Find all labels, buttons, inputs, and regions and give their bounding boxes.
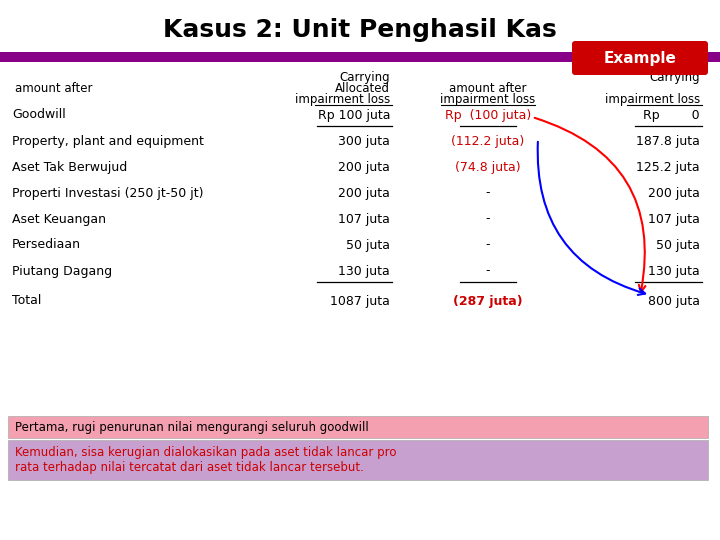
Text: (74.8 juta): (74.8 juta) xyxy=(455,160,521,173)
Text: 125.2 juta: 125.2 juta xyxy=(636,160,700,173)
Text: Carrying: Carrying xyxy=(649,71,700,84)
Text: 187.8 juta: 187.8 juta xyxy=(636,134,700,147)
Text: impairment loss: impairment loss xyxy=(441,92,536,105)
FancyArrowPatch shape xyxy=(535,118,645,292)
Text: Property, plant and equipment: Property, plant and equipment xyxy=(12,134,204,147)
Text: 50 juta: 50 juta xyxy=(656,239,700,252)
Text: 1087 juta: 1087 juta xyxy=(330,294,390,307)
Text: -: - xyxy=(486,265,490,278)
Text: Carrying: Carrying xyxy=(339,71,390,84)
Text: 200 juta: 200 juta xyxy=(338,186,390,199)
Text: Properti Investasi (250 jt-50 jt): Properti Investasi (250 jt-50 jt) xyxy=(12,186,204,199)
FancyBboxPatch shape xyxy=(572,41,708,75)
Text: Piutang Dagang: Piutang Dagang xyxy=(12,265,112,278)
Text: impairment loss: impairment loss xyxy=(605,92,700,105)
Text: (112.2 juta): (112.2 juta) xyxy=(451,134,525,147)
FancyArrowPatch shape xyxy=(538,142,645,295)
Text: -: - xyxy=(486,213,490,226)
Text: -: - xyxy=(486,186,490,199)
Text: 200 juta: 200 juta xyxy=(338,160,390,173)
Text: 800 juta: 800 juta xyxy=(648,294,700,307)
Text: amount after: amount after xyxy=(15,82,92,94)
Text: Total: Total xyxy=(12,294,41,307)
Text: 107 juta: 107 juta xyxy=(648,213,700,226)
Text: -: - xyxy=(486,239,490,252)
Text: amount after: amount after xyxy=(449,82,527,94)
Text: impairment loss: impairment loss xyxy=(294,92,390,105)
Text: 200 juta: 200 juta xyxy=(648,186,700,199)
Text: 300 juta: 300 juta xyxy=(338,134,390,147)
Text: Allocated: Allocated xyxy=(335,82,390,94)
Text: 107 juta: 107 juta xyxy=(338,213,390,226)
Text: 50 juta: 50 juta xyxy=(346,239,390,252)
Text: Aset Keuangan: Aset Keuangan xyxy=(12,213,106,226)
Text: Kasus 2: Unit Penghasil Kas: Kasus 2: Unit Penghasil Kas xyxy=(163,18,557,42)
Text: Rp        0: Rp 0 xyxy=(644,109,700,122)
Text: 130 juta: 130 juta xyxy=(338,265,390,278)
Text: Example: Example xyxy=(603,51,676,65)
Text: Kemudian, sisa kerugian dialokasikan pada aset tidak lancar pro
rata terhadap ni: Kemudian, sisa kerugian dialokasikan pad… xyxy=(15,446,397,474)
Text: Persediaan: Persediaan xyxy=(12,239,81,252)
Text: Rp  (100 juta): Rp (100 juta) xyxy=(445,109,531,122)
Text: (287 juta): (287 juta) xyxy=(453,294,523,307)
Text: Rp 100 juta: Rp 100 juta xyxy=(318,109,390,122)
Bar xyxy=(8,416,708,438)
Text: 130 juta: 130 juta xyxy=(648,265,700,278)
Text: Aset Tak Berwujud: Aset Tak Berwujud xyxy=(12,160,127,173)
Bar xyxy=(0,52,720,62)
Text: Pertama, rugi penurunan nilai mengurangi seluruh goodwill: Pertama, rugi penurunan nilai mengurangi… xyxy=(15,421,369,434)
Bar xyxy=(8,440,708,480)
Text: Goodwill: Goodwill xyxy=(12,109,66,122)
